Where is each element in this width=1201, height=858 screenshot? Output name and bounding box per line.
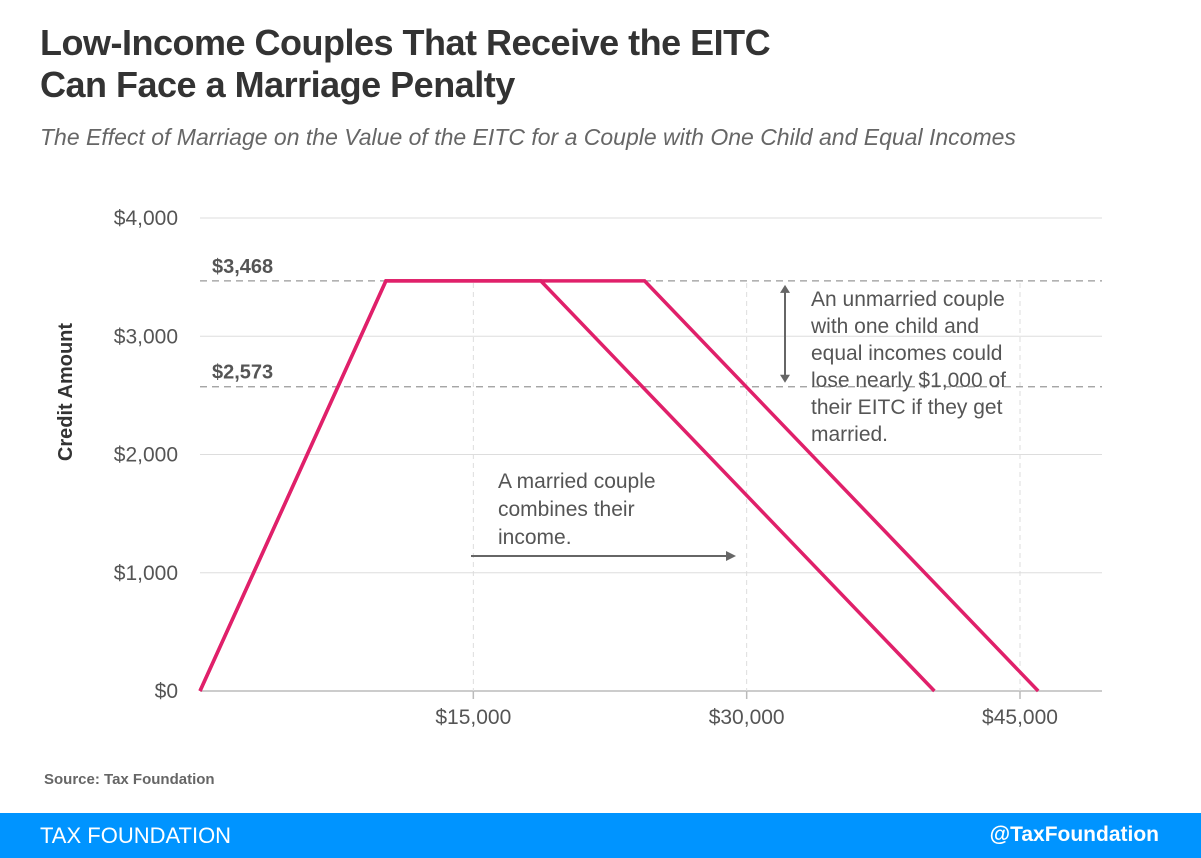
gap-arrow-head-up [780, 284, 790, 293]
source-note: Source: Tax Foundation [44, 771, 215, 788]
annotation-married-line: combines their [498, 498, 635, 521]
eitc-chart: $0 $1,000 $2,000 $3,000 $4,000 $15,000 $30,000… [55, 207, 1102, 729]
footer-handle[interactable]: @TaxFoundation [989, 823, 1159, 846]
x-tick-label: $30,000 [709, 706, 785, 729]
y-tick-label: $3,000 [114, 325, 178, 348]
footer-bar: TAX FOUNDATION @TaxFoundation [0, 813, 1201, 858]
footer-brand: TAX FOUNDATION [40, 823, 232, 848]
x-tick-label: $45,000 [982, 706, 1058, 729]
chart-title: Low-Income Couples That Receive the EITC… [40, 22, 1160, 106]
annotation-married-line: A married couple [498, 470, 656, 493]
combine-arrow-head [726, 551, 736, 561]
y-tick-label: $2,000 [114, 444, 178, 467]
grid-layer [200, 217, 1102, 699]
series-line-2 [198, 279, 1040, 693]
reference-label: $2,573 [212, 362, 273, 384]
title-line-2: Can Face a Marriage Penalty [40, 64, 515, 105]
chart-subtitle: The Effect of Marriage on the Value of t… [40, 124, 1016, 150]
series-layer [198, 279, 1040, 693]
reference-label: $3,468 [212, 256, 273, 278]
annotation-unmarried-line: their EITC if they get [811, 396, 1003, 419]
annotation-unmarried-line: married. [811, 423, 888, 446]
y-axis-label: Credit Amount [55, 323, 77, 461]
y-tick-label: $1,000 [114, 562, 178, 585]
annotation-unmarried-line: with one child and [810, 315, 979, 338]
y-tick-label: $4,000 [114, 207, 178, 230]
title-line-1: Low-Income Couples That Receive the EITC [40, 22, 771, 63]
axis-layer: $0 $1,000 $2,000 $3,000 $4,000 $15,000 $30,000… [55, 207, 1058, 729]
gap-arrow-head-down [780, 374, 790, 383]
x-tick-label: $15,000 [435, 706, 511, 729]
y-tick-label: $0 [155, 680, 178, 703]
annotation-unmarried-line: equal incomes could [811, 342, 1002, 365]
annotation-layer: $3,468 $2,573 An unmarried couple with one … [212, 256, 1006, 561]
annotation-unmarried-line: An unmarried couple [811, 288, 1005, 311]
annotation-unmarried-line: lose nearly $1,000 of [811, 369, 1006, 392]
annotation-married-line: income. [498, 526, 572, 549]
